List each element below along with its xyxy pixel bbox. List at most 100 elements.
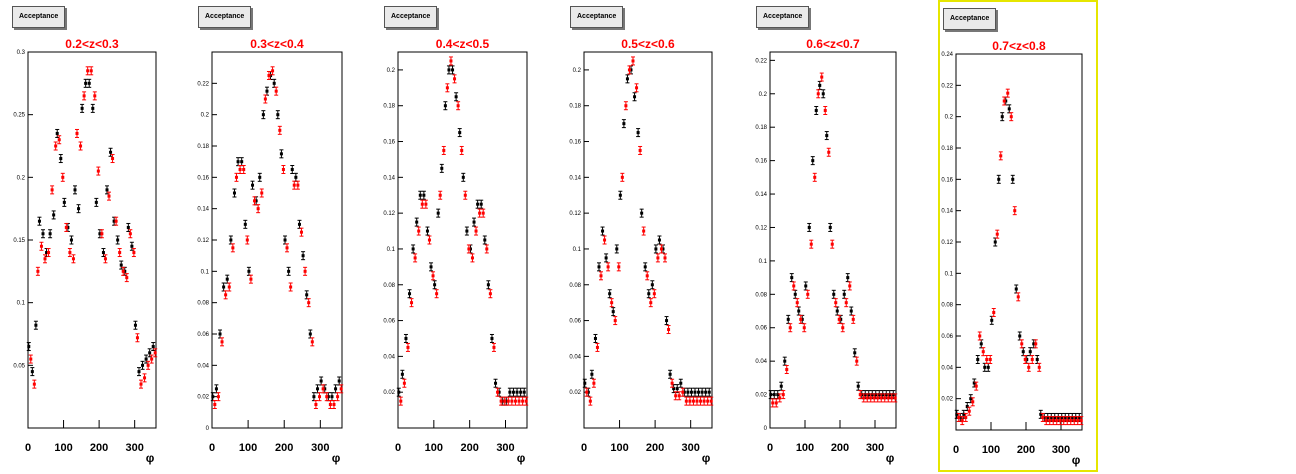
data-point [802, 323, 807, 333]
y-tick-label: 0 [206, 426, 210, 432]
data-point [974, 381, 979, 391]
y-tick-label: 0.02 [755, 393, 767, 399]
data-point [53, 141, 58, 151]
data-point [295, 180, 300, 190]
data-point [214, 384, 219, 394]
data-point [698, 396, 703, 406]
data-point [416, 226, 421, 236]
data-point [513, 396, 518, 406]
data-point [140, 360, 145, 370]
data-point [409, 298, 414, 308]
x-axis-label: φ [517, 451, 526, 465]
data-point [230, 243, 235, 253]
y-tick-label: 0.1 [573, 247, 582, 253]
data-point [75, 128, 79, 138]
data-point [55, 128, 60, 138]
data-point [1014, 284, 1019, 294]
data-point [281, 165, 286, 174]
data-point [673, 391, 678, 401]
data-point [400, 369, 405, 379]
data-point [218, 329, 223, 339]
pad-title-button[interactable]: Acceptance [12, 6, 66, 28]
x-tick-label: 100 [425, 442, 443, 454]
data-point [493, 378, 498, 388]
data-point [650, 280, 655, 290]
y-tick-label: 0.04 [569, 354, 581, 360]
data-point [700, 387, 705, 397]
data-point [461, 172, 466, 182]
data-point [1065, 416, 1070, 426]
data-point [146, 360, 151, 370]
data-point [1072, 416, 1077, 426]
y-tick-label: 0.1 [759, 259, 768, 265]
data-point [677, 391, 682, 401]
data-point [810, 156, 815, 166]
data-point [117, 248, 122, 258]
data-point [121, 266, 126, 276]
data-point [482, 235, 487, 245]
data-point [83, 78, 88, 88]
y-tick-label: 0.1 [201, 269, 210, 275]
x-tick-label: 0 [209, 442, 215, 454]
pad-title-button[interactable]: Acceptance [198, 6, 252, 28]
y-tick-label: 0.14 [755, 192, 767, 198]
data-point [522, 387, 527, 397]
data-point [984, 355, 989, 364]
pad-title-button[interactable]: Acceptance [943, 8, 997, 30]
data-point [1002, 96, 1007, 106]
data-point [448, 56, 453, 66]
pad-title-button[interactable]: Acceptance [570, 6, 624, 28]
data-point [475, 199, 480, 209]
data-point [875, 393, 880, 403]
data-point [499, 396, 504, 406]
data-point [290, 165, 295, 174]
x-tick-label: 200 [275, 442, 293, 454]
data-point [474, 226, 479, 236]
pad-title-button[interactable]: Acceptance [756, 6, 810, 28]
data-point [275, 110, 280, 120]
data-point [817, 80, 822, 90]
y-tick-label: 0.08 [569, 283, 581, 289]
data-point [685, 387, 690, 397]
data-point [407, 289, 412, 299]
data-point [456, 101, 461, 111]
data-point [705, 396, 710, 406]
data-point [652, 289, 657, 299]
data-point [882, 393, 887, 403]
data-point [58, 154, 63, 164]
data-point [582, 378, 587, 388]
data-point [71, 254, 76, 264]
data-point [833, 298, 838, 308]
data-point [479, 199, 484, 209]
data-point [266, 71, 271, 80]
pad-3[interactable]: Acceptance 0.4<z<0.5 0.02 0.04 0.06 0.08 0.1 0.… [372, 0, 558, 472]
data-point [996, 174, 1001, 184]
pad-6[interactable]: Acceptance 0.7<z<0.8 0.02 0.04 0.06 0.08 0.1 0.… [938, 0, 1098, 472]
data-point [1061, 416, 1066, 426]
data-point [707, 387, 712, 397]
data-point [301, 251, 306, 261]
pad-4[interactable]: Acceptance 0.5<z<0.6 0.02 0.04 0.06 0.08 0.1 0.… [558, 0, 744, 472]
pad-2[interactable]: Acceptance 0.3<z<0.4 0 0.02 0.04 0.06 0.08 0.1 0… [186, 0, 372, 472]
data-point [837, 314, 842, 324]
data-point [809, 239, 814, 249]
data-point [450, 65, 455, 75]
data-point [597, 262, 601, 272]
data-point [115, 235, 120, 245]
pad-5[interactable]: Acceptance 0.6<z<0.7 0 0.02 0.04 0.06 0.08 0.1 0… [744, 0, 938, 472]
x-axis-label: φ [332, 451, 341, 465]
data-point [321, 384, 326, 394]
data-point [463, 190, 468, 200]
data-point [436, 208, 441, 218]
y-tick-label: 0.16 [569, 140, 581, 146]
data-point [643, 262, 648, 272]
data-point [1040, 412, 1045, 422]
y-tick-label: 0.14 [569, 175, 581, 181]
pad-1[interactable]: Acceptance 0.2<z<0.3 0.05 0.1 0.15 0.2 0.25 0.3… [0, 0, 186, 472]
data-point [259, 188, 264, 198]
pad-title-button[interactable]: Acceptance [384, 6, 438, 28]
data-point [405, 342, 410, 352]
data-point [441, 145, 446, 155]
data-point [220, 337, 225, 347]
data-point [967, 406, 972, 416]
